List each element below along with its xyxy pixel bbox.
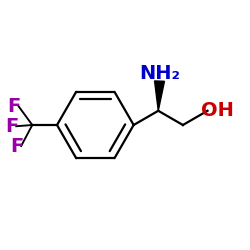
Text: F: F [10,136,23,156]
Text: F: F [5,117,18,136]
Text: OH: OH [201,101,234,120]
Text: NH₂: NH₂ [139,64,180,83]
Polygon shape [154,81,164,111]
Text: F: F [8,97,21,116]
